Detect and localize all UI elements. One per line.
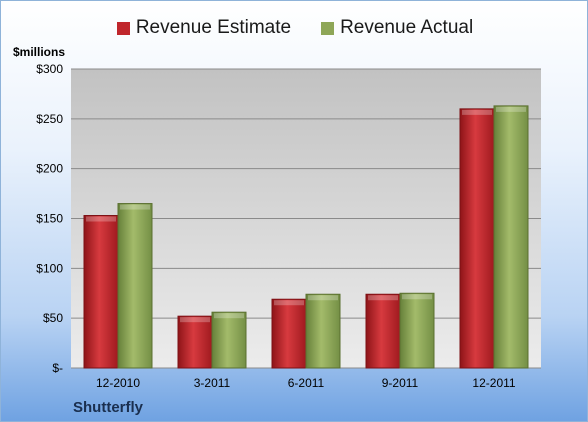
y-tick-label: $250 [36, 112, 63, 126]
legend: Revenue Estimate Revenue Actual [1, 17, 587, 39]
legend-swatch-actual [321, 21, 335, 35]
y-axis-unit-label: $millions [13, 45, 66, 59]
bar-highlight [214, 313, 244, 319]
y-tick-label: $- [52, 361, 63, 375]
bar-revenue-estimate [83, 215, 119, 369]
y-tick-label: $100 [36, 261, 63, 275]
bar-revenue-actual [493, 105, 529, 369]
x-tick-label: 9-2011 [382, 376, 419, 390]
bar-revenue-estimate [365, 293, 401, 369]
bar-highlight [274, 300, 304, 306]
legend-item-estimate: Revenue Estimate [116, 17, 292, 39]
company-name: Shutterfly [73, 399, 144, 416]
y-tick-label: $150 [36, 212, 63, 226]
legend-swatch-estimate [116, 21, 130, 35]
bar-highlight [86, 216, 116, 222]
bar-highlight [308, 295, 338, 301]
legend-label-actual: Revenue Actual [340, 17, 474, 38]
bar-revenue-actual [117, 203, 153, 369]
bar-revenue-actual [399, 292, 435, 369]
bar-revenue-estimate [459, 108, 495, 369]
y-tick-label: $200 [36, 162, 63, 176]
bar-highlight [180, 317, 210, 323]
x-tick-label: 12-2010 [96, 376, 140, 390]
bar-highlight [462, 109, 492, 115]
bar-revenue-actual [211, 311, 247, 369]
bar-highlight [368, 295, 398, 301]
x-tick-label: 3-2011 [194, 376, 231, 390]
bar-highlight [120, 204, 150, 210]
bar-revenue-estimate [271, 298, 307, 369]
bar-revenue-actual [305, 293, 341, 369]
x-tick-label: 12-2011 [472, 376, 515, 390]
y-tick-label: $300 [36, 62, 63, 76]
legend-label-estimate: Revenue Estimate [135, 17, 292, 38]
bar-highlight [402, 294, 432, 300]
y-tick-label: $50 [43, 311, 63, 325]
bars [83, 105, 529, 369]
legend-item-actual: Revenue Actual [321, 17, 473, 39]
bar-revenue-estimate [177, 315, 213, 369]
bar-highlight [496, 106, 526, 112]
x-tick-label: 6-2011 [288, 376, 325, 390]
tick-labels: $- $50 $100 $150 $200 $250 $300 12-2010 3-2011 6-… [36, 62, 516, 390]
